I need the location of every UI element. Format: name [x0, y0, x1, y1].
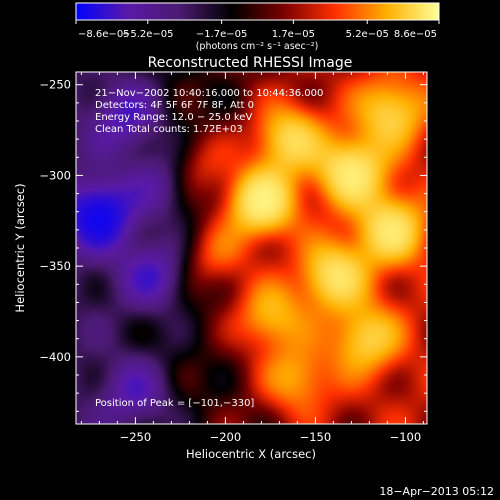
annotation-counts: Clean Total counts: 1.72E+03: [95, 124, 243, 135]
annotation-block: 21−Nov−2002 10:40:16.000 to 10:44:36.000…: [95, 88, 323, 135]
x-axis-label: Heliocentric X (arcsec): [186, 447, 316, 461]
heatmap: [76, 72, 427, 424]
y-tick-label: −300: [39, 168, 71, 182]
y-tick-label: −350: [39, 259, 71, 273]
colorbar-tick-label: 5.2e−05: [346, 29, 389, 40]
timestamp-footer: 18−Apr−2013 05:12: [379, 485, 494, 498]
peak-position-label: Position of Peak = [−101,−330]: [95, 398, 254, 409]
plot-area: −250 −200 −150 −100 −250 −300 −350 −400: [39, 71, 428, 444]
colorbar-gradient: [75, 2, 440, 21]
y-axis-label: Heliocentric Y (arcsec): [13, 183, 27, 312]
x-tick-label: −200: [210, 430, 242, 444]
colorbar-tick-label: −1.7e−05: [196, 29, 248, 40]
colorbar-tick-label: 1.7e−05: [272, 29, 315, 40]
colorbar: −8.6e−05−5.2e−05 −1.7e−05 1.7e−05 5.2e−05 8.…: [75, 2, 440, 52]
colorbar-units-label: (photons cm⁻² s⁻¹ asec⁻²): [196, 41, 319, 52]
annotation-energy-range: Energy Range: 12.0 − 25.0 keV: [95, 112, 252, 123]
x-tick-label: −100: [390, 430, 422, 444]
annotation-time-range: 21−Nov−2002 10:40:16.000 to 10:44:36.000: [95, 88, 323, 99]
x-tick-label: −150: [300, 430, 332, 444]
colorbar-tick-label: −8.6e−05: [78, 29, 130, 40]
annotation-detectors: Detectors: 4F 5F 6F 7F 8F, Att 0: [95, 100, 254, 111]
x-tick-label: −250: [120, 430, 152, 444]
colorbar-tick-label: 8.6e−05: [394, 29, 437, 40]
y-tick-label: −250: [39, 78, 71, 92]
y-tick-label: −400: [39, 350, 71, 364]
colorbar-tick-label: −5.2e−05: [122, 29, 174, 40]
chart-title: Reconstructed RHESSI Image: [148, 55, 353, 71]
